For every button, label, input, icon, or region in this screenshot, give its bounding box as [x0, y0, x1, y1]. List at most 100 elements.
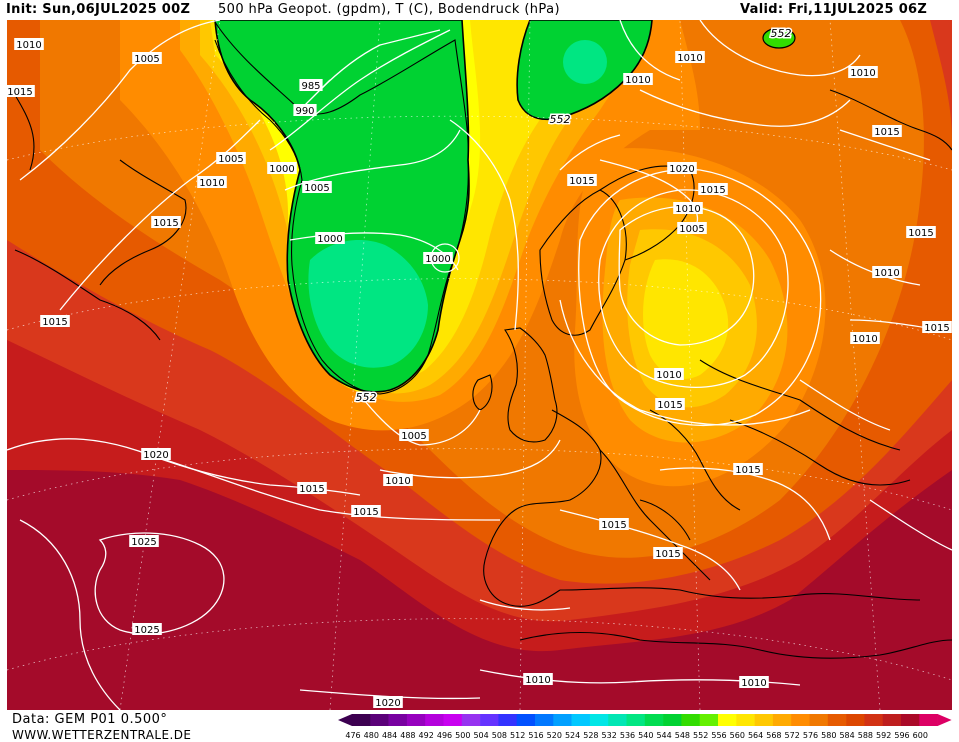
svg-text:1015: 1015 [655, 549, 680, 560]
isobar-label: 1015 [733, 463, 763, 476]
scale-tick-label: 504 [473, 731, 488, 740]
isobar-label: 985 [299, 79, 323, 92]
isobar-label: 1025 [132, 623, 162, 636]
svg-text:1005: 1005 [401, 431, 426, 442]
isobar-label: 1015 [40, 315, 70, 328]
scale-tick-label: 524 [565, 731, 580, 740]
isobar-label: 1010 [848, 66, 878, 79]
svg-text:1010: 1010 [850, 68, 875, 79]
scale-swatch [827, 714, 847, 726]
contour-552-label: 552 [769, 26, 793, 42]
svg-text:1015: 1015 [42, 317, 67, 328]
scale-tick-label: 572 [785, 731, 800, 740]
scale-tick-label: 512 [510, 731, 525, 740]
svg-text:1005: 1005 [679, 224, 704, 235]
isobar-label: 1010 [739, 676, 769, 689]
isobar-label: 1015 [151, 216, 181, 229]
data-source: Data: GEM P01 0.500° [12, 712, 168, 727]
isobar-label: 1015 [351, 505, 381, 518]
scale-tick-label: 484 [382, 731, 397, 740]
scale-tick-label: 588 [858, 731, 873, 740]
scale-tick-label: 520 [547, 731, 562, 740]
svg-text:1015: 1015 [569, 176, 594, 187]
isobar-label: 1010 [197, 176, 227, 189]
isobar-label: 1015 [922, 321, 952, 334]
svg-text:552: 552 [550, 113, 571, 126]
isobar-label: 1010 [523, 673, 553, 686]
svg-text:1005: 1005 [134, 54, 159, 65]
scale-swatch [718, 714, 737, 726]
scale-tick-label: 508 [492, 731, 507, 740]
scale-swatch [644, 714, 664, 726]
svg-text:1025: 1025 [131, 537, 156, 548]
scale-swatch [864, 714, 883, 726]
isobar-label: 1000 [267, 162, 297, 175]
isobar-label: 1020 [373, 696, 403, 709]
geopot-band-548-core [308, 240, 428, 368]
svg-text:985: 985 [301, 81, 320, 92]
contour-552-label: 552 [548, 112, 572, 128]
scale-swatch [901, 714, 920, 726]
svg-text:1015: 1015 [601, 520, 626, 531]
scale-tick-label: 592 [876, 731, 891, 740]
contour-552-labels: 552 552 552 [354, 26, 793, 406]
svg-text:1015: 1015 [924, 323, 949, 334]
svg-text:1015: 1015 [908, 228, 933, 239]
isobar-label: 1015 [297, 482, 327, 495]
isobar-label: 1020 [141, 448, 171, 461]
scale-tick-label: 492 [419, 731, 434, 740]
isobar-label: 1015 [653, 547, 683, 560]
scale-swatch [754, 714, 774, 726]
scale-swatch [388, 714, 408, 726]
svg-text:1010: 1010 [16, 40, 41, 51]
scale-swatch [352, 714, 371, 726]
scale-tick-label: 544 [656, 731, 671, 740]
isobar-label: 1010 [850, 332, 880, 345]
scale-swatch [589, 714, 609, 726]
scale-tick-label: 564 [748, 731, 763, 740]
scale-swatch [663, 714, 682, 726]
scale-swatch [681, 714, 700, 726]
svg-text:1015: 1015 [7, 87, 32, 98]
svg-text:1010: 1010 [677, 53, 702, 64]
svg-text:1005: 1005 [304, 183, 329, 194]
svg-text:1000: 1000 [269, 164, 294, 175]
scale-swatch [461, 714, 481, 726]
svg-text:1010: 1010 [874, 268, 899, 279]
svg-text:990: 990 [295, 106, 314, 117]
scale-swatch [516, 714, 536, 726]
isobar-label: 1010 [14, 38, 44, 51]
scale-tick-label: 560 [730, 731, 745, 740]
svg-text:552: 552 [356, 391, 377, 404]
isobar-label: 1000 [315, 232, 345, 245]
scale-arrow-high [937, 714, 952, 726]
isobar-label: 1015 [567, 174, 597, 187]
isobar-label: 1010 [654, 368, 684, 381]
isobar-label: 990 [293, 104, 317, 117]
scale-tick-label: 596 [894, 731, 909, 740]
scale-tick-label: 556 [711, 731, 726, 740]
isobar-label: 1005 [399, 429, 429, 442]
svg-text:1015: 1015 [874, 127, 899, 138]
valid-time: Valid: Fri,11JUL2025 06Z [740, 2, 928, 17]
scale-swatch [772, 714, 792, 726]
scale-swatch [535, 714, 554, 726]
svg-text:1015: 1015 [657, 400, 682, 411]
isobar-label: 1015 [599, 518, 629, 531]
isobar-label: 1005 [216, 152, 246, 165]
scale-swatch [809, 714, 829, 726]
isobar-label: 1000 [423, 252, 453, 265]
contour-552-label: 552 [354, 390, 378, 406]
scale-swatch [571, 714, 591, 726]
isobar-label: 1005 [677, 222, 707, 235]
isobar-label: 1025 [129, 535, 159, 548]
svg-text:1000: 1000 [317, 234, 342, 245]
isobar-label: 1010 [675, 51, 705, 64]
scale-swatch [480, 714, 499, 726]
svg-text:1020: 1020 [375, 698, 400, 709]
scale-swatch [498, 714, 517, 726]
scale-tick-label: 480 [364, 731, 379, 740]
svg-text:1010: 1010 [625, 75, 650, 86]
graticule [7, 20, 952, 710]
svg-text:1005: 1005 [218, 154, 243, 165]
